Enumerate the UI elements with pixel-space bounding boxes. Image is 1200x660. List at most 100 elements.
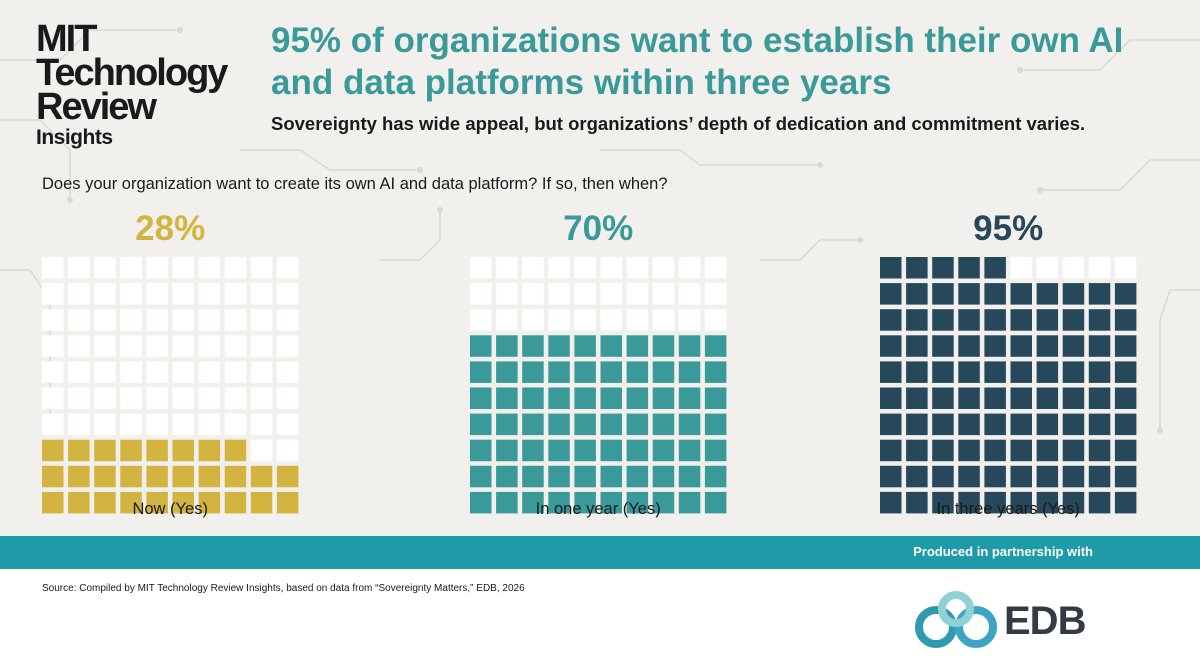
waffle-cell-filled [600, 439, 622, 462]
waffle-cell-filled [880, 257, 902, 279]
waffle-cell-filled [932, 283, 954, 305]
waffle-cell-filled [1010, 465, 1032, 488]
waffle-cell-filled [470, 361, 492, 383]
waffle-cell-empty [600, 283, 622, 305]
waffle-cell-filled [932, 465, 954, 488]
waffle-cell-filled [958, 361, 980, 383]
waffle-cell-empty [198, 309, 221, 331]
waffle-cell-empty [120, 283, 142, 305]
waffle-cell-filled [678, 465, 701, 488]
waffle-cell-filled [906, 439, 928, 462]
waffle-cell-filled [652, 387, 675, 409]
logo-line-mit: MIT [36, 18, 97, 60]
waffle-cell-empty [42, 283, 64, 305]
waffle-group-3: 95% In three years (Yes) [880, 209, 1137, 518]
waffle-cell-filled [522, 439, 544, 462]
waffle-cell-filled [984, 387, 1006, 409]
waffle-cell-empty [626, 309, 649, 331]
waffle-cell-filled [68, 465, 90, 488]
waffle-cell-empty [276, 439, 299, 462]
waffle-cell-filled [906, 413, 928, 436]
waffle-cell-filled [496, 491, 518, 514]
waffle-cell-filled [548, 413, 570, 436]
waffle-cell-filled [704, 465, 727, 488]
partner-band: Produced in partnership with [0, 536, 1200, 569]
waffle-cell-filled [1036, 309, 1059, 331]
waffle-cell-empty [68, 413, 90, 436]
waffle-cell-filled [652, 465, 675, 488]
waffle-cell-empty [42, 387, 64, 409]
waffle-cell-empty [94, 309, 116, 331]
waffle-cell-empty [94, 283, 116, 305]
waffle-cell-filled [1036, 465, 1059, 488]
waffle-cell-empty [224, 309, 247, 331]
waffle-cell-empty [626, 283, 649, 305]
waffle-cell-filled [548, 361, 570, 383]
waffle-cell-filled [496, 439, 518, 462]
waffle-cell-filled [1036, 283, 1059, 305]
waffle-cell-filled [276, 491, 299, 514]
waffle-cell-empty [704, 309, 727, 331]
waffle-cell-filled [704, 387, 727, 409]
waffle-cell-filled [172, 491, 194, 514]
waffle-cell-empty [224, 361, 247, 383]
waffle-cell-empty [276, 387, 299, 409]
waffle-cell-empty [146, 387, 168, 409]
waffle-cell-filled [94, 491, 116, 514]
waffle-cell-filled [958, 335, 980, 357]
waffle-cell-empty [276, 257, 299, 279]
waffle-cell-filled [880, 413, 902, 436]
waffle-cell-empty [1088, 257, 1111, 279]
waffle-cell-filled [1010, 413, 1032, 436]
waffle-cell-filled [984, 491, 1006, 514]
waffle-cell-empty [678, 283, 701, 305]
waffle-cell-filled [932, 361, 954, 383]
waffle-cell-empty [496, 283, 518, 305]
waffle-cell-empty [704, 283, 727, 305]
waffle-cell-empty [172, 309, 194, 331]
waffle-cell-empty [574, 309, 596, 331]
waffle-cell-empty [652, 309, 675, 331]
waffle-cell-empty [198, 257, 221, 279]
waffle-cell-filled [1114, 335, 1137, 357]
waffle-cell-empty [250, 413, 273, 436]
waffle-cell-filled [1062, 387, 1085, 409]
waffle-cell-empty [250, 361, 273, 383]
waffle-cell-filled [1036, 491, 1059, 514]
waffle-cell-empty [652, 257, 675, 279]
waffle-cell-filled [496, 465, 518, 488]
headline: 95% of organizations want to establish t… [271, 21, 1124, 102]
waffle-cell-empty [172, 361, 194, 383]
waffle-cell-filled [1010, 283, 1032, 305]
waffle-cell-filled [496, 387, 518, 409]
waffle-group-1: 28% Now (Yes) [42, 209, 299, 518]
waffle-cell-empty [94, 413, 116, 436]
waffle-cell-filled [548, 387, 570, 409]
waffle-cell-empty [120, 257, 142, 279]
waffle-category-label: In three years (Yes) [937, 500, 1080, 518]
waffle-cell-filled [984, 283, 1006, 305]
subheadline: Sovereignty has wide appeal, but organiz… [271, 113, 1086, 134]
waffle-cell-filled [678, 413, 701, 436]
waffle-cell-filled [880, 335, 902, 357]
waffle-cell-empty [198, 361, 221, 383]
waffle-cell-filled [1036, 387, 1059, 409]
waffle-cell-empty [224, 283, 247, 305]
waffle-cell-filled [574, 491, 596, 514]
waffle-cell-filled [958, 309, 980, 331]
waffle-cell-filled [958, 465, 980, 488]
waffle-cell-empty [600, 309, 622, 331]
waffle-cell-filled [958, 257, 980, 279]
waffle-cell-filled [1088, 283, 1111, 305]
waffle-cell-filled [522, 387, 544, 409]
waffle-cell-empty [470, 257, 492, 279]
waffle-cell-empty [276, 361, 299, 383]
waffle-charts: 28% Now (Yes) 70% In one year (Yes) 95% In th… [42, 209, 1137, 518]
waffle-cell-filled [880, 439, 902, 462]
waffle-cell-empty [276, 335, 299, 357]
waffle-cell-empty [250, 387, 273, 409]
waffle-cell-filled [198, 439, 221, 462]
waffle-cell-filled [1088, 491, 1111, 514]
waffle-cell-filled [906, 283, 928, 305]
waffle-cell-filled [548, 439, 570, 462]
